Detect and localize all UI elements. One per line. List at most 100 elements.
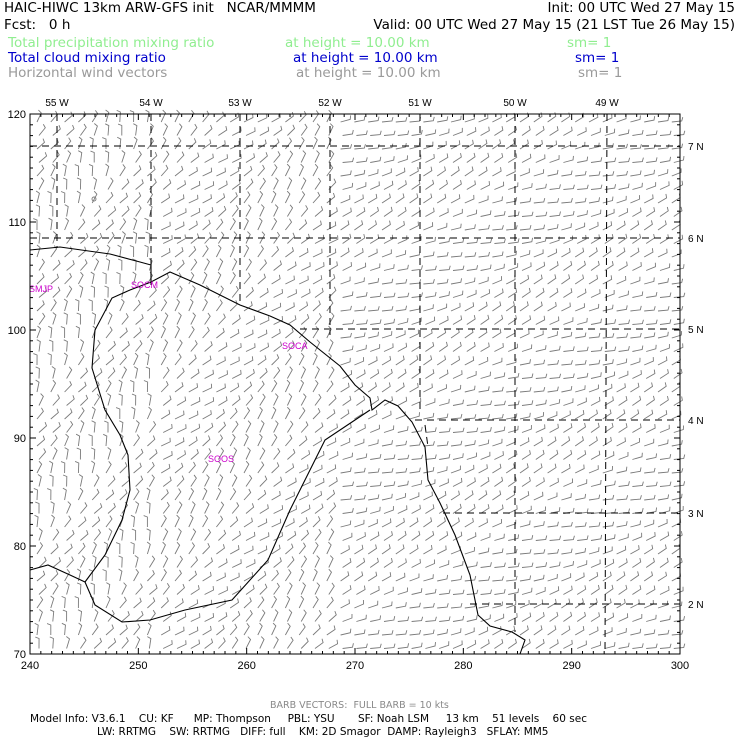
wind-barb bbox=[287, 204, 294, 217]
wind-barb bbox=[563, 235, 574, 244]
wind-barb bbox=[450, 194, 461, 204]
wind-barb bbox=[494, 288, 504, 298]
wind-barb bbox=[508, 343, 518, 352]
wind-barb bbox=[66, 529, 75, 541]
wind-barb bbox=[577, 397, 587, 406]
wind-barb bbox=[354, 194, 364, 204]
wind-barb bbox=[604, 319, 617, 325]
wind-barb bbox=[466, 427, 479, 433]
wind-barb bbox=[370, 130, 382, 136]
wind-barb bbox=[437, 466, 448, 474]
wind-barb bbox=[356, 130, 368, 136]
wind-barb bbox=[425, 504, 435, 514]
wind-barb bbox=[48, 217, 53, 231]
wind-barb bbox=[80, 367, 89, 379]
wind-barb bbox=[342, 423, 352, 433]
wind-barb bbox=[397, 558, 407, 568]
wind-barb bbox=[521, 425, 532, 433]
wind-barb bbox=[38, 287, 48, 298]
wind-barb bbox=[340, 144, 353, 150]
wind-barb bbox=[107, 393, 112, 406]
wind-barb bbox=[202, 410, 212, 420]
wind-barb bbox=[243, 381, 253, 393]
wind-barb bbox=[356, 182, 367, 190]
wind-barb bbox=[492, 276, 503, 285]
wind-barb bbox=[174, 298, 181, 312]
wind-barb bbox=[673, 454, 686, 460]
wind-barb bbox=[588, 547, 600, 555]
wind-barb bbox=[383, 616, 396, 622]
wind-barb bbox=[328, 528, 335, 541]
wind-barb bbox=[368, 600, 379, 609]
wind-barb bbox=[78, 246, 87, 258]
wind-barb bbox=[632, 585, 642, 595]
wind-barb bbox=[204, 312, 211, 325]
wind-barb bbox=[300, 366, 307, 379]
wind-barb bbox=[64, 246, 73, 258]
wind-barb bbox=[506, 250, 517, 258]
wind-barb bbox=[657, 306, 670, 312]
wind-barb bbox=[190, 123, 198, 136]
wind-barb bbox=[423, 517, 433, 528]
wind-barb bbox=[547, 386, 559, 393]
wind-barb bbox=[121, 447, 128, 460]
wind-barb bbox=[506, 225, 518, 231]
wind-barb bbox=[188, 166, 198, 177]
wind-barb bbox=[395, 193, 405, 204]
wind-barb bbox=[259, 393, 266, 406]
wind-barb bbox=[273, 582, 280, 595]
wind-barb bbox=[174, 410, 185, 420]
wind-barb bbox=[287, 505, 297, 514]
wind-barb bbox=[425, 530, 435, 541]
wind-barb bbox=[231, 285, 239, 298]
wind-barb bbox=[285, 218, 293, 231]
wind-barb bbox=[188, 245, 197, 258]
wind-barb bbox=[549, 611, 559, 622]
wind-barb bbox=[618, 183, 630, 190]
wind-barb bbox=[521, 153, 532, 163]
wind-barb bbox=[229, 545, 240, 555]
wind-barb bbox=[216, 515, 224, 528]
wind-barb bbox=[464, 114, 475, 123]
wind-barb bbox=[397, 342, 408, 352]
wind-barb bbox=[342, 157, 355, 163]
wind-barb bbox=[190, 152, 200, 163]
wind-barb bbox=[480, 451, 491, 460]
wind-barb bbox=[604, 128, 616, 136]
wind-barb bbox=[202, 542, 211, 555]
wind-barb bbox=[659, 234, 670, 244]
wind-barb bbox=[588, 598, 598, 609]
wind-barb bbox=[519, 301, 529, 312]
wind-barb bbox=[202, 461, 209, 474]
wind-barb bbox=[314, 313, 322, 325]
wind-barb bbox=[160, 299, 168, 312]
wind-barb bbox=[383, 368, 393, 379]
wind-barb bbox=[328, 555, 334, 568]
wind-barb bbox=[243, 272, 251, 285]
wind-barb bbox=[367, 410, 378, 420]
wind-barb bbox=[506, 167, 516, 177]
wind-barb bbox=[535, 562, 548, 568]
wind-barb bbox=[630, 195, 641, 204]
wind-barb bbox=[190, 207, 201, 217]
wind-barb bbox=[561, 274, 571, 285]
wind-barb bbox=[287, 448, 296, 460]
wind-barb bbox=[257, 461, 265, 474]
wind-barb bbox=[204, 153, 214, 163]
y-tick-label: 120 bbox=[8, 109, 26, 121]
wind-barb bbox=[397, 292, 410, 298]
wind-barb bbox=[243, 329, 254, 339]
wind-barb bbox=[257, 302, 268, 312]
wind-barb bbox=[673, 586, 684, 595]
wind-barb bbox=[643, 220, 653, 231]
wind-barb bbox=[519, 197, 532, 204]
wind-barb bbox=[38, 152, 48, 163]
wind-barb bbox=[494, 372, 506, 379]
wind-barb bbox=[176, 528, 182, 541]
wind-barb bbox=[66, 395, 75, 406]
wind-barb bbox=[452, 370, 463, 379]
wind-barb bbox=[533, 463, 543, 474]
wind-barb bbox=[66, 501, 72, 514]
wind-barb bbox=[409, 441, 422, 447]
wind-barb bbox=[245, 447, 251, 460]
